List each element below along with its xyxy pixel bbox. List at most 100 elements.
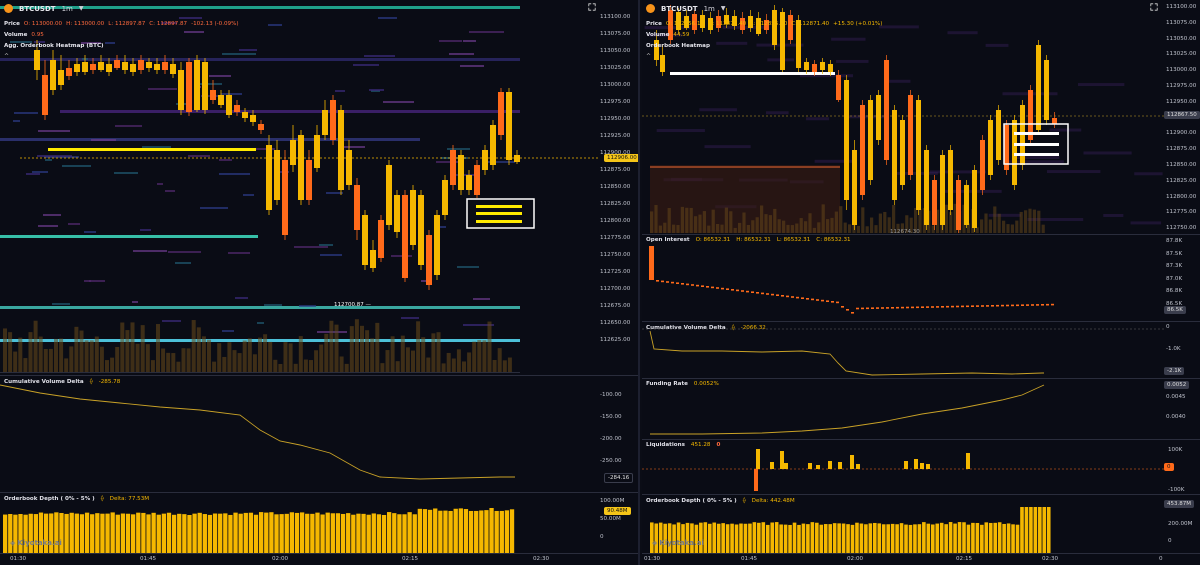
- heatmap-cell: [257, 322, 264, 324]
- left-depth-chart[interactable]: [0, 492, 600, 553]
- oi-segment: [926, 306, 929, 308]
- left-price-heatmap-chart[interactable]: [0, 0, 640, 376]
- fullscreen-icon[interactable]: [1150, 3, 1158, 11]
- left-chart-panel[interactable]: BTCUSDT 1m ▼ Price O: 113000.00 H: 11300…: [0, 0, 640, 565]
- left-cvd-chart[interactable]: [0, 375, 600, 493]
- depth-bar: [1006, 523, 1011, 553]
- right-time-axis[interactable]: 01:30 01:45 02:00 02:15 02:30 0: [642, 553, 1200, 565]
- depth-bar: [810, 522, 815, 553]
- visibility-toggle-icon[interactable]: ⟠: [742, 497, 746, 504]
- left-cvd-axis[interactable]: -100.00 -150.00 -200.00 -250.00: [596, 375, 638, 493]
- right-funding-axis[interactable]: 0.0045 0.0040: [1164, 378, 1200, 439]
- right-watermark: ◈ Kiyotaka.ai: [652, 539, 704, 547]
- candle-body: [668, 10, 673, 40]
- heatmap-cell: [43, 214, 61, 216]
- axis-tick-label: 0: [1166, 324, 1170, 330]
- left-price-axis[interactable]: 113100.00 113075.00 113050.00 113025.00 1130…: [596, 0, 638, 565]
- candle-body: [234, 105, 240, 112]
- right-price-heatmap-chart[interactable]: [642, 0, 1200, 235]
- oi-segment: [931, 306, 934, 308]
- heatmap-cell: [89, 280, 105, 282]
- volume-bar: [760, 205, 764, 233]
- left-symbol-selector[interactable]: BTCUSDT 1m ▼: [4, 4, 83, 13]
- right-cvd-chart[interactable]: [642, 321, 1164, 379]
- depth-bar: [335, 513, 341, 553]
- right-oi-axis[interactable]: 87.8K 87.5K 87.3K 87.0K 86.8K 86.5K: [1164, 234, 1200, 321]
- volume-bar: [892, 204, 896, 233]
- visibility-toggle-icon[interactable]: ⟠: [89, 378, 93, 385]
- volume-bar: [482, 340, 487, 372]
- heatmap-title: Agg. Orderbook Heatmap (BTC): [4, 43, 104, 49]
- right-symbol-selector[interactable]: BTCUSDT 1m ▼: [646, 4, 725, 13]
- collapse-legend-icon[interactable]: ^: [646, 53, 652, 60]
- candle-body: [98, 62, 104, 70]
- volume-title: Volume: [646, 32, 670, 38]
- depth-bar: [779, 524, 783, 553]
- axis-tick-label: -150.00: [600, 414, 622, 420]
- axis-tick-label: 87.3K: [1166, 263, 1183, 269]
- volume-bar: [411, 350, 415, 372]
- axis-tick-label: 87.8K: [1166, 238, 1183, 244]
- candle-body: [202, 62, 208, 110]
- fullscreen-icon[interactable]: [588, 3, 596, 11]
- volume-bar: [303, 359, 308, 372]
- right-depth-chart[interactable]: [642, 494, 1164, 553]
- candle-body: [876, 95, 881, 140]
- volume-bar: [293, 363, 298, 372]
- left-depth-axis[interactable]: 100.00M 50.00M 0: [596, 492, 638, 553]
- depth-bar: [917, 524, 922, 553]
- volume-bar: [843, 222, 847, 233]
- right-ohlc-legend: Price O: 112856.10 H: 112871.40 L: 11285…: [646, 21, 882, 27]
- volume-bar: [207, 339, 211, 372]
- depth-bar: [993, 522, 998, 553]
- volume-bar: [349, 326, 354, 372]
- cvd-title: Cumulative Volume Delta: [646, 324, 726, 331]
- left-time-axis[interactable]: 01:30 01:45 02:00 02:15 02:30: [0, 553, 638, 565]
- right-funding-chart[interactable]: [642, 378, 1164, 439]
- ohlc-high: H: 113000.00: [66, 21, 105, 27]
- visibility-toggle-icon[interactable]: ⟠: [731, 324, 735, 331]
- right-liq-chart[interactable]: [642, 439, 1164, 494]
- volume-bar: [416, 321, 421, 372]
- heatmap-cell: [165, 190, 175, 192]
- volume-bar: [724, 207, 728, 233]
- candle-body: [916, 100, 921, 210]
- heatmap-cell: [68, 223, 80, 225]
- collapse-legend-icon[interactable]: ^: [4, 53, 10, 60]
- depth-bar: [177, 513, 182, 553]
- chevron-down-icon[interactable]: ▼: [78, 5, 84, 12]
- volume-bar: [733, 227, 737, 233]
- oi-segment: [766, 293, 769, 295]
- oi-segment: [921, 306, 924, 308]
- oi-segment: [671, 281, 674, 284]
- right-timeframe-label[interactable]: 1m: [703, 4, 715, 13]
- depth-bar: [734, 524, 739, 553]
- oi-segment: [721, 287, 724, 290]
- heatmap-cell: [26, 173, 40, 175]
- volume-bar: [201, 336, 206, 372]
- volume-bar: [365, 330, 370, 372]
- liq-long-bar: [808, 463, 812, 469]
- depth-bar: [269, 512, 274, 553]
- volume-bar: [186, 348, 191, 372]
- depth-bar: [1024, 507, 1029, 553]
- volume-bar: [3, 328, 7, 372]
- volume-bar: [390, 336, 395, 372]
- volume-bar: [1015, 220, 1019, 233]
- visibility-toggle-icon[interactable]: ⟠: [100, 495, 104, 502]
- right-price-axis[interactable]: 113100.00 113075.00 113050.00 113025.00 1130…: [1164, 0, 1200, 235]
- left-timeframe-label[interactable]: 1m: [61, 4, 73, 13]
- volume-bar: [94, 336, 99, 372]
- right-oi-chart[interactable]: [642, 234, 1164, 321]
- oi-close: C: 86532.31: [816, 237, 851, 243]
- depth-bar: [397, 514, 402, 553]
- candle-body: [820, 62, 825, 70]
- depth-bar: [248, 512, 254, 553]
- right-depth-axis[interactable]: 200.00M 0: [1164, 494, 1200, 553]
- depth-bar: [458, 508, 463, 553]
- volume-bar: [698, 214, 702, 233]
- volume-bar: [451, 358, 456, 372]
- chevron-down-icon[interactable]: ▼: [720, 5, 726, 12]
- depth-bar: [1029, 507, 1033, 553]
- right-chart-panel[interactable]: BTCUSDT 1m ▼ Price O: 112856.10 H: 11287…: [642, 0, 1200, 565]
